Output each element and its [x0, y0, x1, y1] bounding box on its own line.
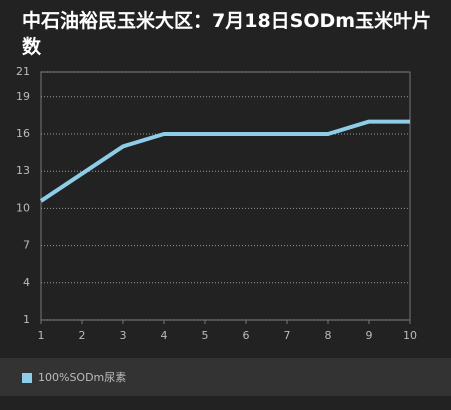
legend-swatch [22, 373, 32, 383]
x-tick-label: 1 [38, 329, 45, 342]
y-tick-label: 16 [16, 127, 30, 140]
y-tick-label: 7 [23, 239, 30, 252]
y-tick-label: 4 [23, 276, 30, 289]
x-tick-label: 5 [202, 329, 209, 342]
x-tick-label: 8 [325, 329, 332, 342]
x-tick-label: 2 [79, 329, 86, 342]
plot-frame [40, 71, 411, 321]
chart-title: 中石油裕民玉米大区：7月18日SODm玉米叶片数 [22, 10, 432, 58]
y-tick-label: 10 [16, 201, 30, 214]
legend-band [0, 358, 451, 396]
x-tick-label: 7 [284, 329, 291, 342]
x-tick-label: 3 [120, 329, 127, 342]
x-tick-label: 4 [161, 329, 168, 342]
y-tick-label: 1 [23, 313, 30, 326]
y-tick-label: 21 [16, 65, 30, 78]
y-tick-label: 13 [16, 164, 30, 177]
x-tick-label: 6 [243, 329, 250, 342]
legend-label: 100%SODm尿素 [38, 371, 126, 384]
y-tick-label: 19 [16, 90, 30, 103]
x-tick-label: 9 [366, 329, 373, 342]
series-line [39, 119, 410, 203]
x-tick-label: 10 [403, 329, 417, 342]
